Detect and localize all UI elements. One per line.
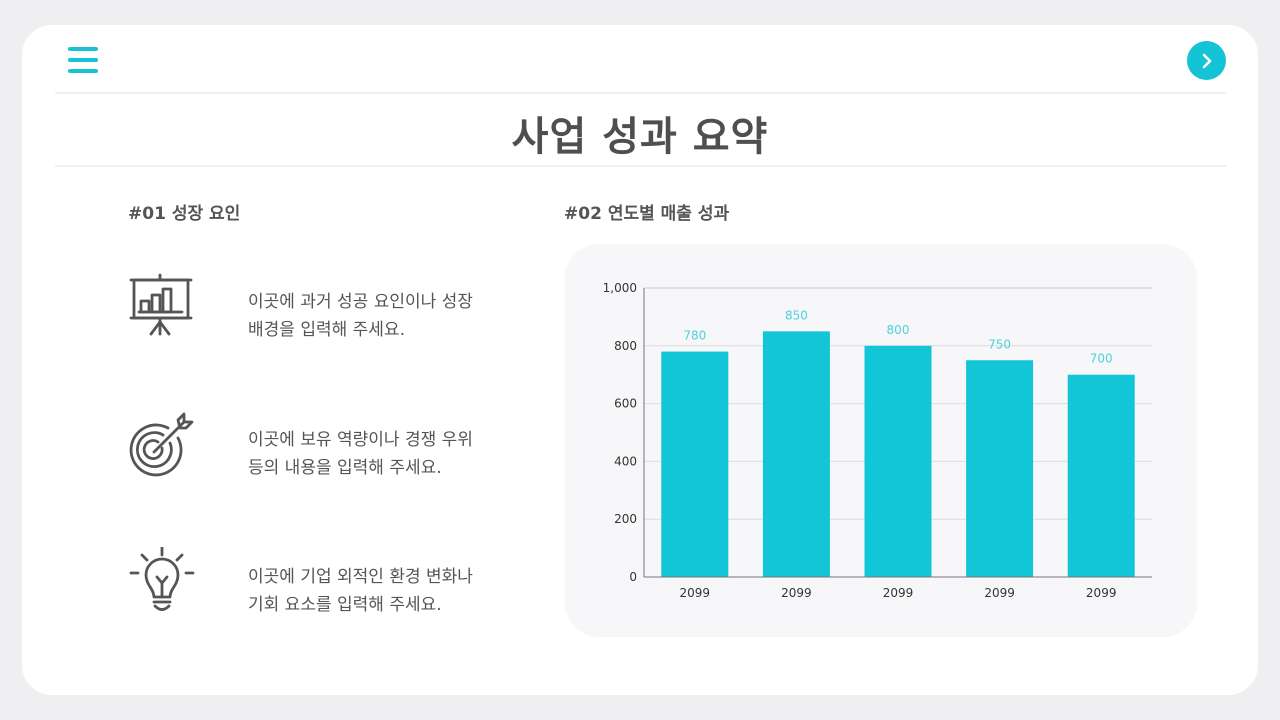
bar-value-label: 850 xyxy=(785,308,808,322)
page-title: 사업 성과 요약 xyxy=(511,114,769,160)
bar xyxy=(1067,374,1135,577)
presentation-chart-icon xyxy=(129,273,193,336)
x-tick-label: 2099 xyxy=(883,586,914,600)
bar-value-label: 780 xyxy=(683,329,706,343)
section-label-annual-sales: #02 연도별 매출 성과 xyxy=(564,204,730,224)
x-tick-label: 2099 xyxy=(680,586,711,600)
y-tick-label: 800 xyxy=(614,339,637,353)
bar xyxy=(864,345,932,577)
y-tick-label: 400 xyxy=(614,454,637,468)
next-button[interactable] xyxy=(1187,41,1226,80)
factor-text: 이곳에 보유 역량이나 경쟁 우위 등의 내용을 입력해 주세요. xyxy=(248,430,473,478)
bar xyxy=(661,351,729,577)
y-tick-label: 1,000 xyxy=(603,281,637,295)
sales-chart-panel: 0 200 400 600 800 1,000 780 2099 850 2099 800 2099 7… xyxy=(565,244,1197,637)
x-tick-label: 2099 xyxy=(781,586,812,600)
factor-item-past-success: 이곳에 과거 성공 요인이나 성장 배경을 입력해 주세요. xyxy=(128,272,508,352)
section-label-growth-factors: #01 성장 요인 xyxy=(128,204,241,224)
x-tick-label: 2099 xyxy=(1086,586,1117,600)
header-divider-top xyxy=(55,92,1226,94)
factor-text: 이곳에 기업 외적인 환경 변화나 기회 요소를 입력해 주세요. xyxy=(248,567,473,615)
y-tick-label: 600 xyxy=(614,397,637,411)
factor-item-competency: 이곳에 보유 역량이나 경쟁 우위 등의 내용을 입력해 주세요. xyxy=(128,410,508,490)
target-arrow-icon xyxy=(129,412,194,477)
bar-value-label: 700 xyxy=(1090,352,1113,366)
y-tick-label: 200 xyxy=(614,512,637,526)
menu-bar xyxy=(68,47,98,51)
y-tick-label: 0 xyxy=(629,570,637,584)
bar-chart: 0 200 400 600 800 1,000 780 2099 850 2099 800 2099 7… xyxy=(603,281,1152,600)
chevron-right-icon xyxy=(1202,53,1211,68)
bar-value-label: 800 xyxy=(887,323,910,337)
menu-bar xyxy=(68,58,98,62)
bar xyxy=(762,331,830,577)
x-tick-label: 2099 xyxy=(984,586,1015,600)
factor-item-opportunity: 이곳에 기업 외적인 환경 변화나 기회 요소를 입력해 주세요. xyxy=(128,547,508,627)
menu-bar xyxy=(68,69,98,73)
bar xyxy=(966,360,1034,577)
hamburger-menu-icon[interactable] xyxy=(68,47,98,73)
factor-text: 이곳에 과거 성공 요인이나 성장 배경을 입력해 주세요. xyxy=(248,292,473,340)
header-divider-bottom xyxy=(55,165,1226,167)
bar-value-label: 750 xyxy=(988,337,1011,351)
lightbulb-icon xyxy=(129,547,195,611)
